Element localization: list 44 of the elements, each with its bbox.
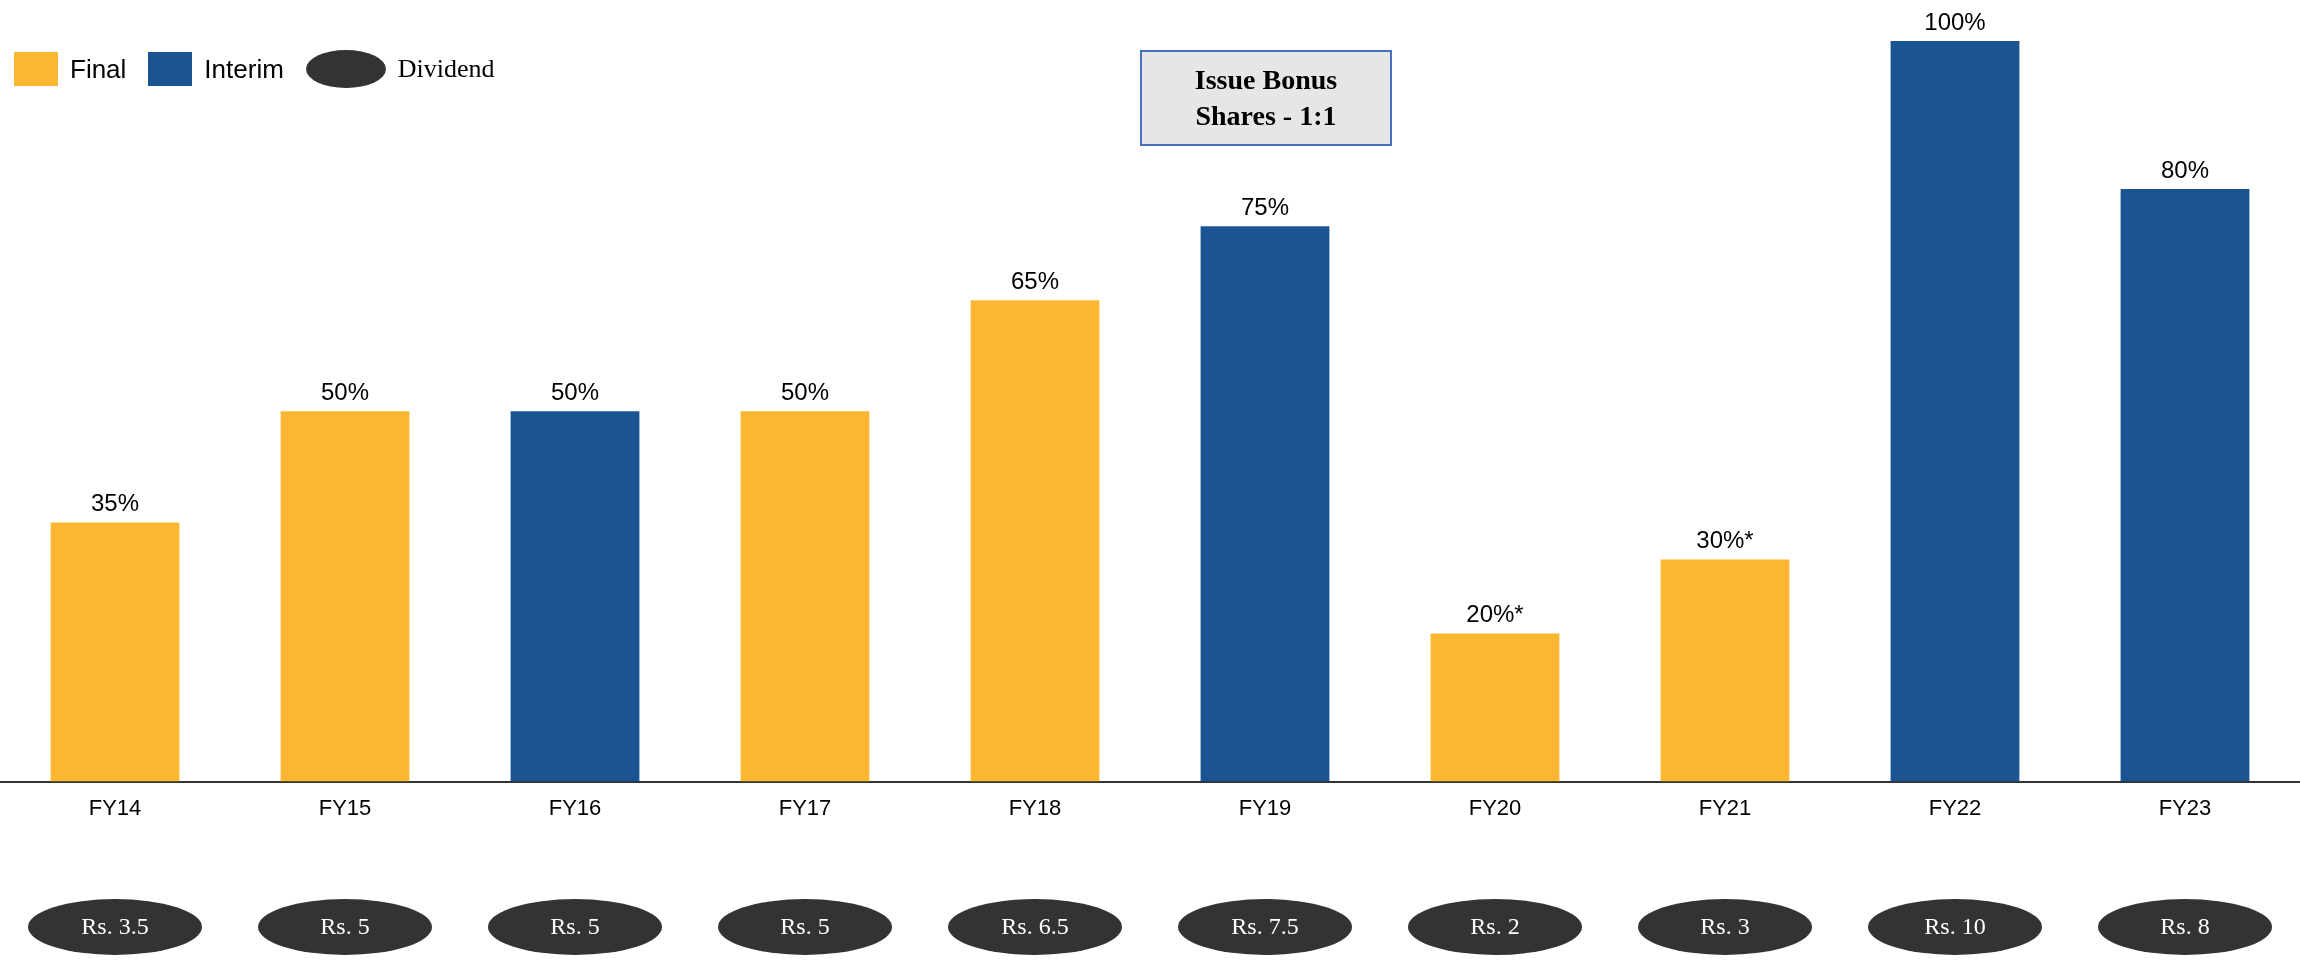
data-label: 20%* xyxy=(1466,600,1524,628)
x-tick-label: FY22 xyxy=(1928,794,1982,820)
data-label: 35% xyxy=(90,489,140,517)
x-tick-label: FY21 xyxy=(1698,794,1752,820)
bar xyxy=(1430,633,1560,782)
text: Rs. 5 xyxy=(320,913,370,940)
x-tick-label: FY19 xyxy=(1238,794,1292,820)
text: Rs. 10 xyxy=(1924,913,1986,940)
bar xyxy=(740,411,870,782)
legend-label: Dividend xyxy=(397,54,495,84)
legend-label: Interim xyxy=(204,53,284,85)
bar xyxy=(50,522,180,782)
legend-label: Final xyxy=(70,53,127,85)
text: Rs. 3 xyxy=(1700,913,1750,940)
x-tick-label: FY23 xyxy=(2158,794,2212,820)
data-label: 65% xyxy=(1010,266,1060,294)
text: Rs. 6.5 xyxy=(1001,913,1069,940)
bar xyxy=(1890,41,2020,782)
x-tick-label: FY18 xyxy=(1008,794,1062,820)
data-label: 80% xyxy=(2160,155,2210,183)
data-label: 50% xyxy=(780,377,830,405)
x-tick-label: FY17 xyxy=(778,794,832,820)
text: Rs. 8 xyxy=(2160,913,2210,940)
text: Rs. 3.5 xyxy=(81,913,149,940)
x-tick-label: FY16 xyxy=(548,794,602,820)
text: Rs. 2 xyxy=(1470,913,1520,940)
text: Rs. 7.5 xyxy=(1231,913,1299,940)
bar xyxy=(2120,189,2250,782)
x-tick-label: FY20 xyxy=(1468,794,1522,820)
bar xyxy=(280,411,410,782)
data-label: 50% xyxy=(550,377,600,405)
text: Rs. 5 xyxy=(550,913,600,940)
data-label: 100% xyxy=(1924,7,1986,35)
x-tick-label: FY15 xyxy=(318,794,372,820)
text: Rs. 5 xyxy=(780,913,830,940)
bar xyxy=(1200,226,1330,782)
data-label: 75% xyxy=(1240,192,1290,220)
bar xyxy=(970,300,1100,782)
bar xyxy=(510,411,640,782)
bar xyxy=(1660,559,1790,782)
data-label: 50% xyxy=(320,377,370,405)
x-tick-label: FY14 xyxy=(88,794,142,820)
note-box: Issue Bonus Shares - 1:1 xyxy=(1140,50,1392,146)
data-label: 30%* xyxy=(1696,526,1754,554)
